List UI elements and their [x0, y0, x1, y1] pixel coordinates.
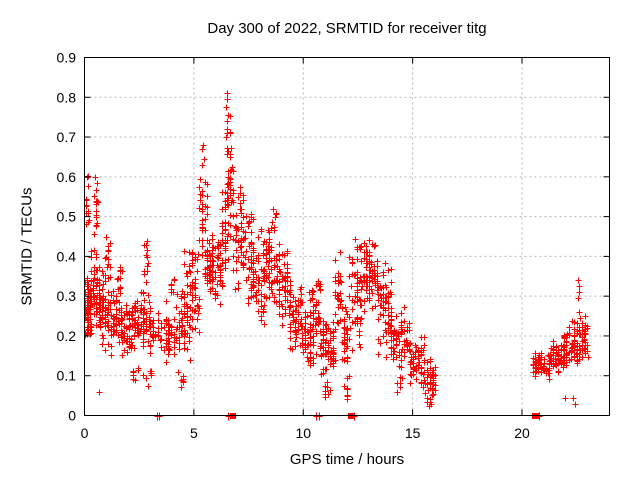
y-tick-label: 0.9	[57, 50, 77, 66]
x-axis-label: GPS time / hours	[289, 451, 405, 468]
y-axis-label: SRMTID / TECUs	[18, 187, 36, 306]
plot-border	[84, 57, 610, 416]
y-tick-label: 0.6	[57, 169, 77, 185]
x-tick-label: 15	[405, 425, 421, 441]
y-tick-label: 0.2	[57, 328, 77, 344]
chart-title: Day 300 of 2022, SRMTID for receiver tit…	[207, 20, 487, 37]
y-tick-label: 0.1	[57, 368, 77, 384]
y-tick-label: 0.5	[57, 209, 77, 225]
y-tick-label: 0.7	[57, 129, 77, 145]
y-tick-label: 0	[68, 408, 76, 424]
data-points	[84, 90, 592, 410]
y-tick-label: 0.8	[57, 89, 77, 105]
x-tick-label: 20	[514, 425, 530, 441]
x-tick-label: 10	[295, 425, 311, 441]
x-tick-label: 0	[81, 425, 89, 441]
y-tick-label: 0.4	[57, 248, 77, 264]
x-tick-label: 5	[190, 425, 198, 441]
y-tick-label: 0.3	[57, 288, 77, 304]
